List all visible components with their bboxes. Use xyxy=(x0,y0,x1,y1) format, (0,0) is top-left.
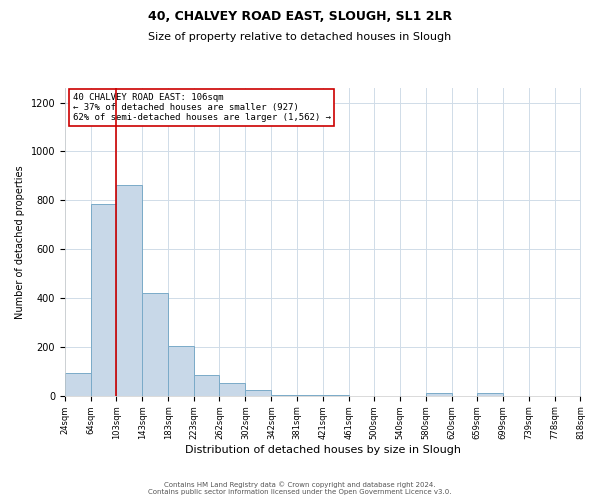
Bar xyxy=(271,394,297,396)
Bar xyxy=(245,390,271,396)
X-axis label: Distribution of detached houses by size in Slough: Distribution of detached houses by size … xyxy=(185,445,461,455)
Bar xyxy=(426,394,452,396)
Bar xyxy=(142,293,168,396)
Bar xyxy=(168,346,194,396)
Text: 40 CHALVEY ROAD EAST: 106sqm
← 37% of detached houses are smaller (927)
62% of s: 40 CHALVEY ROAD EAST: 106sqm ← 37% of de… xyxy=(73,92,331,122)
Text: Contains HM Land Registry data © Crown copyright and database right 2024.
Contai: Contains HM Land Registry data © Crown c… xyxy=(148,482,452,495)
Bar xyxy=(477,394,503,396)
Bar xyxy=(91,204,116,396)
Bar xyxy=(116,185,142,396)
Text: Size of property relative to detached houses in Slough: Size of property relative to detached ho… xyxy=(148,32,452,42)
Bar xyxy=(220,383,245,396)
Text: 40, CHALVEY ROAD EAST, SLOUGH, SL1 2LR: 40, CHALVEY ROAD EAST, SLOUGH, SL1 2LR xyxy=(148,10,452,23)
Bar xyxy=(194,375,220,396)
Bar xyxy=(65,372,91,396)
Y-axis label: Number of detached properties: Number of detached properties xyxy=(15,165,25,318)
